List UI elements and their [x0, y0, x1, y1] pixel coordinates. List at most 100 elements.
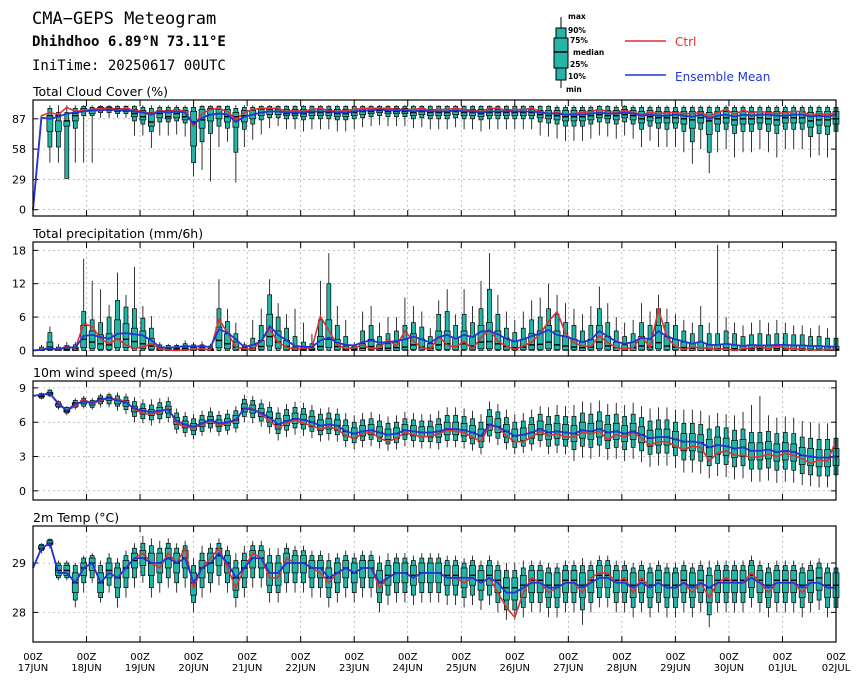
box-mark — [739, 105, 747, 153]
box-mark — [359, 311, 367, 351]
box-mark — [553, 105, 561, 139]
box-inner — [274, 330, 282, 349]
x-tick-label-date: 20JUN — [178, 663, 208, 674]
box-inner — [545, 325, 552, 350]
box-inner — [680, 111, 688, 125]
panel-title: 2m Temp (°C) — [33, 510, 119, 525]
box-inner — [807, 112, 814, 128]
legend-label-median: median — [573, 48, 604, 57]
box-mark — [629, 105, 637, 139]
box-inner — [486, 322, 493, 350]
legend-box-inner — [553, 37, 569, 69]
x-tick-label-hour: 00Z — [612, 652, 632, 663]
x-tick-label-date: 17JUN — [18, 663, 48, 674]
panel-3: 10m wind speed (m/s) 0 3 6 9 — [19, 365, 840, 501]
y-tick-label: 0 — [19, 204, 26, 217]
box-inner — [562, 336, 569, 351]
legend-label-10: 10% — [568, 72, 586, 81]
box-inner — [190, 111, 197, 147]
box-mark — [739, 560, 747, 613]
box-outer — [326, 283, 332, 351]
x-tick-label-hour: 00Z — [666, 652, 686, 663]
box-mark — [807, 560, 814, 613]
x-tick-label-hour: 00Z — [719, 652, 739, 663]
box-mark — [688, 105, 696, 164]
box-outer — [233, 108, 239, 153]
x-tick-label-hour: 00Z — [826, 652, 846, 663]
y-tick-label: 9 — [19, 382, 26, 395]
box-inner — [266, 562, 274, 586]
box-mark — [570, 105, 578, 141]
x-tick-label-date: 25JUN — [446, 663, 476, 674]
box-mark — [655, 560, 662, 613]
box-mark — [511, 563, 519, 620]
x-tick-label-hour: 00Z — [773, 652, 793, 663]
box-inner — [139, 330, 147, 350]
x-tick-label-hour: 00Z — [291, 652, 311, 663]
box-inner — [367, 338, 375, 351]
x-tick-label-date: 18JUN — [71, 663, 101, 674]
box-inner — [570, 110, 578, 122]
box-mark — [756, 105, 764, 150]
box-mark — [494, 105, 502, 130]
x-tick-label-date: 28JUN — [607, 663, 637, 674]
box-inner — [781, 570, 789, 593]
panel-1: Total Cloud Cover (%) 0 29 58 87 — [12, 84, 840, 217]
box-inner — [460, 330, 468, 350]
box-inner — [748, 565, 755, 589]
box-inner — [63, 120, 71, 127]
x-tick-label-hour: 00Z — [130, 652, 150, 663]
box-inner — [325, 319, 333, 349]
box-inner — [511, 577, 519, 601]
box-mark — [190, 105, 197, 177]
box-mark — [131, 267, 138, 351]
x-tick-label-hour: 00Z — [398, 652, 418, 663]
y-tick-label: 18 — [12, 244, 26, 257]
x-tick-label-hour: 00Z — [77, 652, 97, 663]
box-inner — [680, 570, 688, 593]
box-mark — [46, 326, 54, 351]
box-inner — [426, 343, 434, 351]
x-tick-label-date: 21JUN — [232, 663, 262, 674]
box-inner — [274, 562, 282, 586]
box-inner — [621, 344, 629, 351]
box-inner — [562, 110, 569, 122]
y-tick-label: 29 — [12, 557, 26, 570]
y-tick-label: 6 — [19, 311, 26, 324]
box-inner — [164, 110, 172, 120]
box-mark — [71, 105, 79, 163]
box-mark — [139, 105, 147, 136]
box-mark — [536, 105, 544, 136]
x-tick-label-hour: 00Z — [505, 652, 525, 663]
box-inner — [486, 416, 493, 431]
x-tick-label-date: 19JUN — [125, 663, 155, 674]
box-outer — [47, 332, 53, 351]
box-mark — [562, 560, 569, 613]
box-mark — [705, 560, 713, 628]
box-mark — [486, 401, 493, 443]
legend-label-90: 90% — [568, 26, 586, 35]
y-tick-label: 58 — [12, 143, 26, 156]
box-mark — [579, 105, 586, 141]
box-mark — [612, 105, 620, 139]
box-inner — [739, 111, 747, 125]
box-mark — [443, 289, 451, 351]
y-tick-label: 0 — [19, 344, 26, 357]
x-tick-label-hour: 00Z — [23, 652, 43, 663]
x-axis: 00Z17JUN00Z18JUN00Z19JUN00Z20JUN00Z21JUN… — [18, 652, 851, 674]
box-inner — [55, 120, 62, 132]
panel-title: Total Cloud Cover (%) — [32, 84, 168, 99]
x-tick-label-date: 22JUN — [285, 663, 315, 674]
panel-4: 2m Temp (°C) 28 29 — [12, 510, 840, 643]
box-inner — [697, 570, 705, 593]
box-inner — [790, 570, 798, 593]
box-mark — [317, 105, 324, 130]
x-tick-label-date: 23JUN — [339, 663, 369, 674]
box-inner — [570, 570, 578, 593]
box-inner — [46, 341, 54, 351]
box-inner — [562, 570, 569, 593]
ensemble-mean-line — [32, 108, 837, 210]
mean-legend-label: Ensemble Mean — [675, 70, 770, 84]
panel-frame — [32, 241, 837, 357]
